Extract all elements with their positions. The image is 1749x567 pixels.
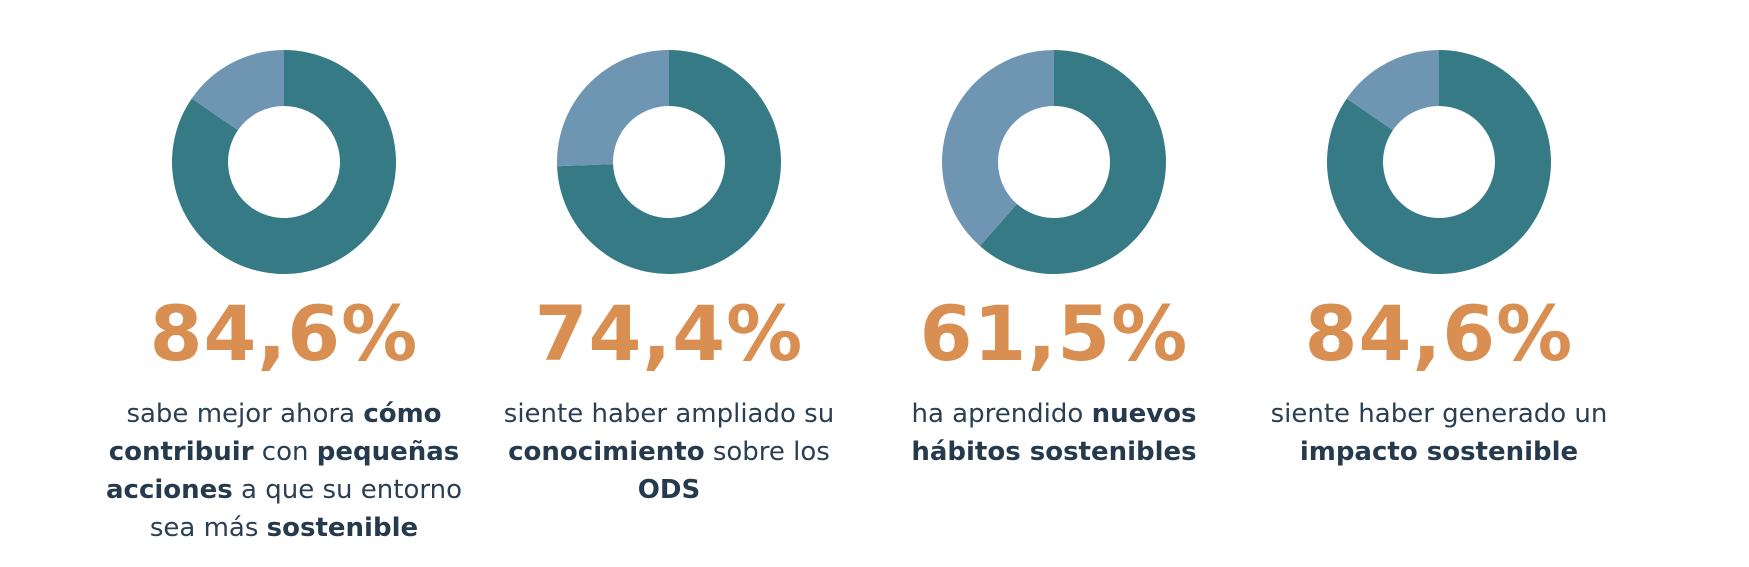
donut-slice-2-2 <box>557 50 669 167</box>
description-highlight: pequeñas acciones <box>106 437 460 505</box>
description-1: sabe mejor ahora cómo contribuir con peq… <box>94 395 474 547</box>
donut-slice-4-1 <box>1327 50 1551 274</box>
percentage-value-3: 61,5% <box>919 289 1189 378</box>
donut-slice-1-2 <box>191 50 284 131</box>
description-highlight: cómo contribuir <box>108 399 442 467</box>
description-text: sabe mejor ahora <box>126 399 364 429</box>
donut-slice-4-2 <box>1346 50 1439 131</box>
donut-svg-3 <box>942 50 1166 274</box>
donut-slice-2-1 <box>557 50 781 274</box>
percentage-value-1: 84,6% <box>149 289 419 378</box>
percentage-value-4: 84,6% <box>1304 289 1574 378</box>
stat-panel-2: 74,4% siente haber ampliado su conocimie… <box>454 0 884 567</box>
description-text: ha aprendido <box>911 399 1092 429</box>
donut-chart-4 <box>1224 49 1654 275</box>
donut-svg-1 <box>172 50 396 274</box>
stat-panel-4: 84,6% siente haber generado un impacto s… <box>1224 0 1654 567</box>
description-text: sobre los <box>704 437 830 467</box>
donut-chart-3 <box>839 49 1269 275</box>
description-2: siente haber ampliado su conocimiento so… <box>479 395 859 509</box>
description-highlight: ODS <box>637 475 701 505</box>
description-highlight: impacto sostenible <box>1299 437 1579 467</box>
description-4: siente haber generado un impacto sosteni… <box>1249 395 1629 471</box>
donut-slice-3-2 <box>942 50 1054 247</box>
description-text: a que su entorno sea más <box>149 475 462 543</box>
description-highlight: sostenible <box>266 513 419 543</box>
donut-chart-2 <box>454 49 884 275</box>
stat-panel-1: 84,6% sabe mejor ahora cómo contribuir c… <box>69 0 499 567</box>
description-text: siente haber ampliado su <box>503 399 835 429</box>
donut-chart-1 <box>69 49 499 275</box>
description-3: ha aprendido nuevos hábitos sostenibles <box>864 395 1244 471</box>
donut-slice-1-1 <box>172 50 396 274</box>
description-text: siente haber generado un <box>1270 399 1608 429</box>
stat-panel-3: 61,5% ha aprendido nuevos hábitos sosten… <box>839 0 1269 567</box>
donut-slice-3-1 <box>979 50 1166 274</box>
donut-svg-2 <box>557 50 781 274</box>
description-highlight: conocimiento <box>508 437 705 467</box>
description-highlight: nuevos hábitos sostenibles <box>911 399 1197 467</box>
donut-svg-4 <box>1327 50 1551 274</box>
percentage-value-2: 74,4% <box>534 289 804 378</box>
description-text: con <box>253 437 317 467</box>
